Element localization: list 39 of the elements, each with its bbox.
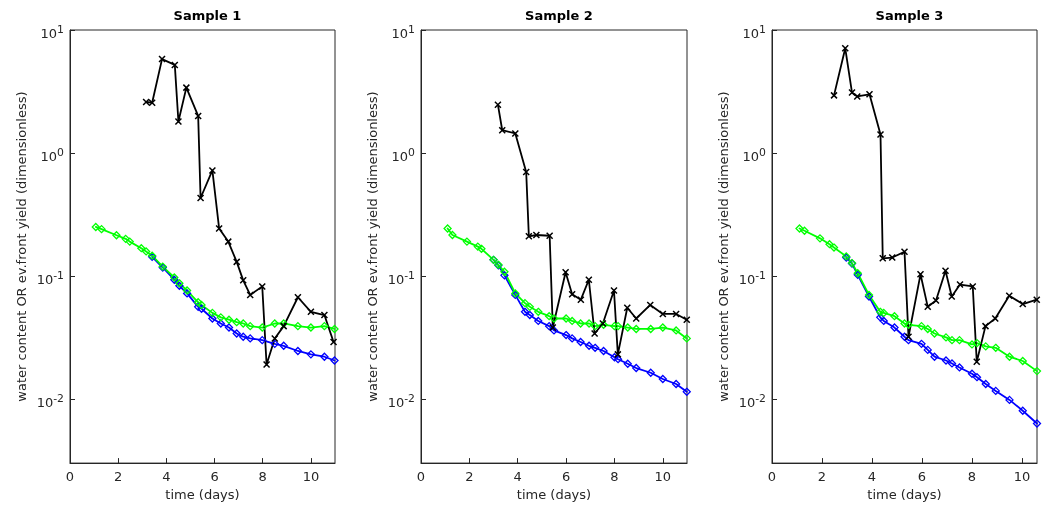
x-axis-title: time (days) [516, 487, 592, 502]
y-axis-title: water content OR ev.front yield (dimensionless) [716, 91, 731, 402]
x-axis-title: time (days) [867, 487, 942, 502]
x-tick-label: 6 [917, 469, 927, 485]
x-tick-label: 2 [465, 469, 474, 485]
x-tick-label: 8 [610, 469, 619, 485]
y-tick-label: 10$^{0}$ [391, 144, 415, 165]
y-axis-title: water content OR ev.front yield (dimensionless) [365, 91, 380, 402]
x-tick-label: 8 [967, 469, 977, 485]
x-tick-label: 10 [1013, 469, 1031, 485]
x-tick-label: 6 [210, 469, 219, 485]
x-tick-label: 2 [817, 469, 827, 485]
y-axis-title: water content OR ev.front yield (dimensionless) [14, 91, 29, 402]
x-tick-label: 6 [561, 469, 571, 485]
y-tick-label: 10$^{-2}$ [36, 390, 64, 411]
y-tick-label: 10$^{0}$ [742, 144, 766, 165]
y-tick-label: 10$^{-1}$ [387, 267, 415, 288]
y-tick-label: 10$^{1}$ [742, 22, 766, 42]
x-tick-label: 4 [867, 469, 877, 485]
x-tick-label: 8 [258, 469, 267, 485]
y-tick-label: 10$^{-1}$ [36, 267, 64, 288]
x-tick-label: 10 [654, 469, 672, 485]
y-tick-label: 10$^{1}$ [40, 22, 64, 42]
y-tick-label: 10$^{-2}$ [387, 390, 415, 411]
chart-title: Sample 1 [173, 8, 242, 23]
x-tick-label: 4 [513, 469, 522, 485]
x-tick-label: 0 [767, 469, 777, 485]
chart-title: Sample 2 [525, 8, 593, 23]
x-axis-title: time (days) [165, 487, 240, 502]
x-tick-label: 4 [162, 469, 171, 485]
y-tick-label: 10$^{-2}$ [738, 390, 766, 411]
y-tick-label: 10$^{1}$ [391, 22, 415, 42]
y-tick-label: 10$^{-1}$ [738, 267, 766, 288]
x-tick-label: 0 [416, 469, 426, 485]
x-tick-label: 2 [114, 469, 123, 485]
x-tick-label: 10 [302, 469, 320, 485]
y-tick-label: 10$^{0}$ [40, 144, 64, 165]
chart-title: Sample 3 [875, 8, 944, 23]
x-tick-label: 0 [65, 469, 75, 485]
